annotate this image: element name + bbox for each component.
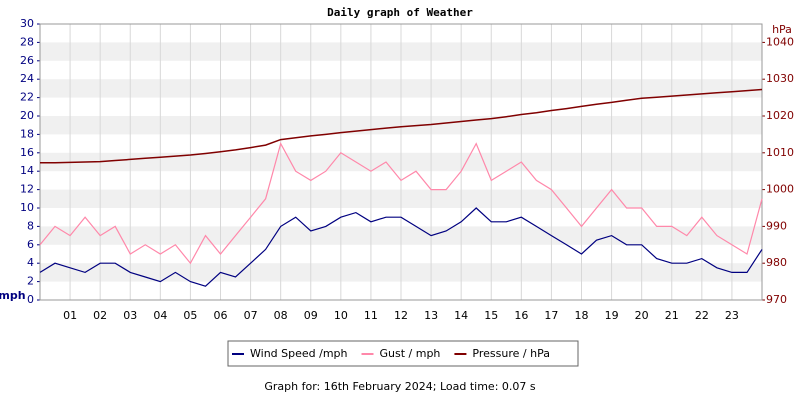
series-line (40, 88, 763, 164)
y-tick-label: 6 (27, 238, 34, 251)
y-tick-label: 24 (20, 72, 34, 85)
x-tick-label: 02 (93, 309, 107, 322)
y-tick-label: 18 (20, 127, 34, 140)
y-tick-label: 4 (27, 256, 34, 269)
y-tick-label: 28 (20, 35, 34, 48)
x-tick-label: 18 (575, 309, 589, 322)
x-tick-label: 14 (454, 309, 468, 322)
y-tick-label: 10 (20, 201, 34, 214)
y-tick-label: 26 (20, 54, 34, 67)
y2-tick-label: 1000 (766, 183, 794, 196)
x-tick-label: 06 (214, 309, 228, 322)
x-tick-label: 08 (274, 309, 288, 322)
x-tick-label: 20 (635, 309, 649, 322)
x-tick-label: 10 (334, 309, 348, 322)
y-tick-label: 2 (27, 275, 34, 288)
y2-tick-label: 990 (766, 219, 787, 232)
x-tick-label: 04 (153, 309, 167, 322)
x-tick-label: 07 (244, 309, 258, 322)
y-tick-label: 20 (20, 109, 34, 122)
chart-title: Daily graph of Weather (327, 6, 473, 19)
y-tick-label: 14 (20, 164, 34, 177)
series-line (39, 207, 763, 287)
y2-tick-label: 980 (766, 256, 787, 269)
y-tick-label: 8 (27, 219, 34, 232)
footer: Graph for: 16th February 2024; Load time… (264, 380, 536, 393)
legend-label: Pressure / hPa (472, 347, 550, 360)
x-tick-label: 05 (183, 309, 197, 322)
y-axis-label: mph (0, 289, 26, 302)
x-tick-label: 23 (725, 309, 739, 322)
x-tick-label: 21 (665, 309, 679, 322)
y2-tick-label: 1040 (766, 35, 794, 48)
y-tick-label: 16 (20, 146, 34, 159)
legend-label: Wind Speed /mph (250, 347, 348, 360)
y2-tick-label: 970 (766, 293, 787, 306)
y-tick-label: 22 (20, 91, 34, 104)
y-tick-label: 12 (20, 183, 34, 196)
y2-tick-label: 1030 (766, 72, 794, 85)
x-tick-label: 09 (304, 309, 318, 322)
y2-axis-label: hPa (772, 23, 792, 36)
x-tick-label: 16 (514, 309, 528, 322)
x-tick-label: 15 (484, 309, 498, 322)
legend-box (227, 340, 579, 367)
x-tick-label: 17 (544, 309, 558, 322)
x-tick-label: 11 (364, 309, 378, 322)
x-tick-label: 01 (63, 309, 77, 322)
x-tick-label: 22 (695, 309, 709, 322)
y-tick-label: 0 (27, 293, 34, 306)
y-tick-label: 30 (20, 17, 34, 30)
x-tick-label: 13 (424, 309, 438, 322)
x-tick-label: 03 (123, 309, 137, 322)
x-tick-label: 12 (394, 309, 408, 322)
series-line (39, 142, 763, 265)
legend-label: Gust / mph (380, 347, 441, 360)
y2-tick-label: 1010 (766, 146, 794, 159)
y2-tick-label: 1020 (766, 109, 794, 122)
x-tick-label: 19 (605, 309, 619, 322)
